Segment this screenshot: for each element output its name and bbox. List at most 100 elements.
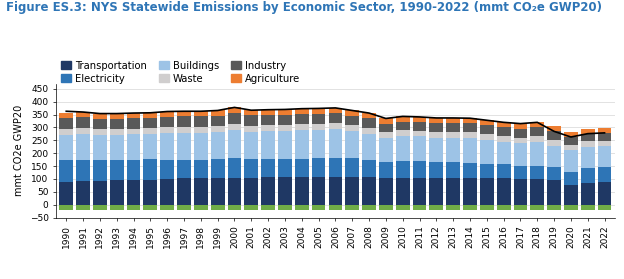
Bar [177, 111, 191, 116]
Bar [328, 113, 343, 123]
Bar [245, 132, 258, 159]
Bar [261, 131, 275, 159]
Bar [160, 133, 174, 160]
Bar [76, 134, 90, 160]
Bar [514, 138, 527, 143]
Bar [177, 160, 191, 178]
Bar [379, 162, 392, 178]
Bar [547, 205, 561, 210]
Bar [362, 160, 376, 177]
Bar [261, 110, 275, 115]
Bar [362, 118, 376, 128]
Bar [446, 123, 460, 132]
Bar [598, 128, 612, 133]
Bar [328, 108, 343, 113]
Bar [581, 168, 595, 183]
Bar [396, 116, 409, 122]
Bar [311, 205, 326, 210]
Bar [379, 205, 392, 210]
Bar [514, 124, 527, 129]
Bar [345, 177, 359, 205]
Bar [379, 132, 392, 138]
Bar [514, 205, 527, 210]
Bar [160, 128, 174, 133]
Bar [194, 111, 208, 116]
Bar [278, 131, 292, 159]
Bar [245, 178, 258, 205]
Bar [480, 205, 494, 210]
Y-axis label: mmt CO2e GWP20: mmt CO2e GWP20 [14, 105, 24, 196]
Bar [497, 205, 510, 210]
Bar [228, 107, 241, 112]
Bar [345, 205, 359, 210]
Bar [497, 136, 510, 142]
Bar [480, 163, 494, 178]
Bar [311, 129, 326, 158]
Bar [564, 172, 578, 186]
Bar [76, 112, 90, 117]
Bar [194, 178, 208, 205]
Bar [211, 126, 225, 132]
Bar [93, 114, 107, 119]
Bar [547, 126, 561, 131]
Bar [547, 180, 561, 205]
Bar [530, 136, 544, 142]
Bar [144, 179, 157, 205]
Bar [396, 162, 409, 178]
Bar [362, 205, 376, 210]
Bar [144, 118, 157, 128]
Bar [547, 167, 561, 180]
Bar [93, 160, 107, 181]
Bar [412, 178, 426, 205]
Bar [59, 160, 73, 182]
Bar [547, 131, 561, 140]
Bar [160, 117, 174, 128]
Bar [328, 129, 343, 158]
Bar [581, 205, 595, 210]
Bar [429, 205, 443, 210]
Bar [110, 180, 124, 205]
Bar [245, 205, 258, 210]
Bar [194, 133, 208, 160]
Bar [76, 181, 90, 205]
Bar [412, 136, 426, 162]
Bar [228, 124, 241, 129]
Bar [362, 134, 376, 160]
Bar [228, 129, 241, 158]
Bar [530, 205, 544, 210]
Bar [295, 124, 309, 130]
Bar [412, 205, 426, 210]
Bar [564, 145, 578, 150]
Bar [177, 205, 191, 210]
Bar [463, 205, 477, 210]
Bar [328, 158, 343, 177]
Bar [581, 134, 595, 141]
Bar [598, 182, 612, 205]
Bar [446, 118, 460, 123]
Bar [480, 178, 494, 205]
Bar [127, 129, 140, 134]
Bar [228, 158, 241, 178]
Bar [278, 109, 292, 115]
Bar [295, 205, 309, 210]
Bar [245, 116, 258, 126]
Bar [345, 131, 359, 158]
Bar [211, 110, 225, 116]
Bar [311, 109, 326, 114]
Bar [127, 205, 140, 210]
Bar [295, 177, 309, 205]
Bar [412, 122, 426, 131]
Bar [93, 205, 107, 210]
Bar [396, 130, 409, 136]
Bar [261, 159, 275, 177]
Bar [514, 143, 527, 166]
Bar [345, 126, 359, 131]
Bar [379, 119, 392, 124]
Bar [598, 167, 612, 182]
Bar [278, 205, 292, 210]
Bar [127, 118, 140, 129]
Bar [245, 159, 258, 178]
Bar [379, 138, 392, 162]
Bar [446, 162, 460, 178]
Bar [581, 129, 595, 134]
